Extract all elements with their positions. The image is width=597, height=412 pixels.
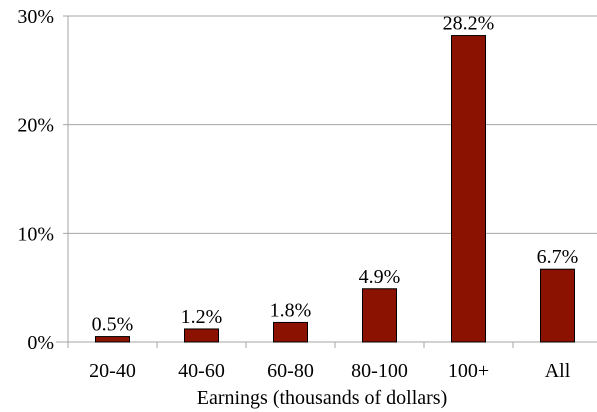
category-label: 40-60 <box>178 360 225 382</box>
data-label: 6.7% <box>537 246 579 268</box>
bar-20-40 <box>95 336 130 343</box>
data-label: 28.2% <box>443 13 495 35</box>
data-label: 4.9% <box>359 266 401 288</box>
data-label: 0.5% <box>92 314 134 336</box>
bar-All <box>540 268 575 343</box>
y-tick-label: 30% <box>17 6 54 28</box>
category-label: 20-40 <box>89 360 136 382</box>
bars <box>95 35 575 343</box>
category-label: All <box>545 360 571 382</box>
category-label: 80-100 <box>351 360 408 382</box>
bar-100+ <box>451 35 486 343</box>
axes <box>56 15 597 348</box>
y-tick-labels: 0% 10% 20% 30% <box>17 6 54 354</box>
data-label: 1.2% <box>181 306 223 328</box>
y-tick-label: 0% <box>27 332 54 354</box>
data-label: 1.8% <box>270 299 312 321</box>
category-label: 100+ <box>448 360 489 382</box>
data-labels: 0.5% 1.2% 1.8% 4.9% 28.2% 6.7% <box>92 13 579 336</box>
gridlines <box>68 15 597 234</box>
category-label: 60-80 <box>267 360 314 382</box>
x-axis-title: Earnings (thousands of dollars) <box>197 387 448 409</box>
bar-60-80 <box>273 321 308 343</box>
category-labels: 20-40 40-60 60-80 80-100 100+ All <box>89 360 571 382</box>
y-tick-label: 10% <box>17 223 54 245</box>
y-tick-label: 20% <box>17 115 54 137</box>
bar-80-100 <box>362 288 397 343</box>
bar-40-60 <box>184 328 219 343</box>
